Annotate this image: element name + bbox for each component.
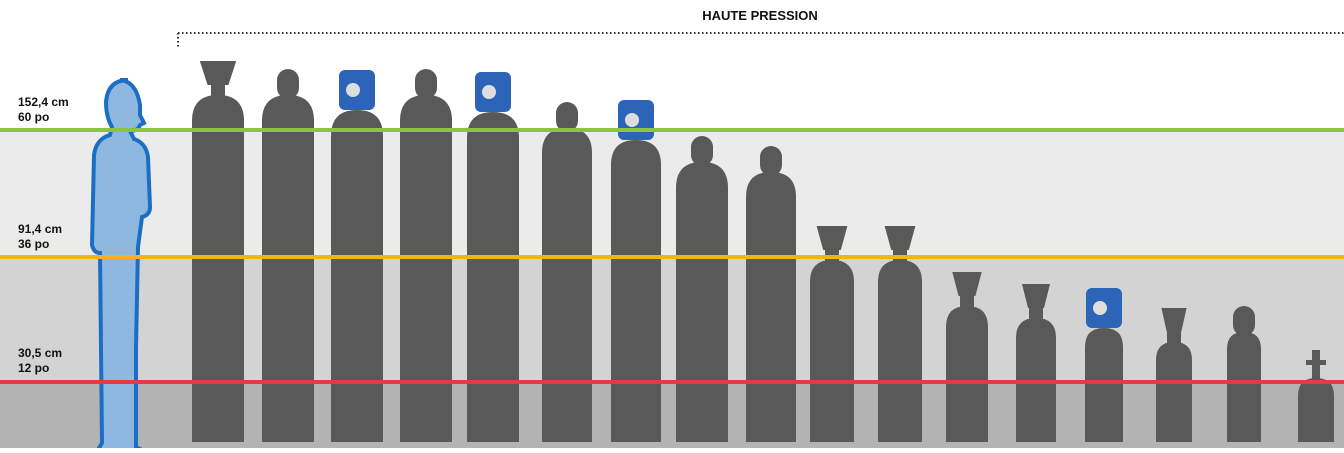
- valve-guard: [200, 61, 236, 85]
- section-title: HAUTE PRESSION: [702, 8, 818, 23]
- cylinder-neck: [556, 102, 578, 132]
- cap-gauge: [482, 85, 496, 99]
- cylinder-neck: [277, 69, 299, 99]
- cylinder-body: [676, 162, 728, 442]
- cylinder-neck: [760, 146, 782, 176]
- level-imperial: 60 po: [18, 110, 49, 124]
- cylinder-neck: [415, 69, 437, 99]
- cylinder-body: [262, 95, 314, 442]
- cylinder-body: [746, 172, 796, 442]
- cap-gauge: [625, 113, 639, 127]
- cylinder-body: [400, 95, 452, 442]
- cap-gauge: [1093, 301, 1107, 315]
- page: HAUTE PRESSION 152,4 cm 60 po 91,4 cm 36…: [0, 0, 1344, 448]
- valve-handle: [1306, 360, 1326, 365]
- level-imperial: 36 po: [18, 237, 49, 251]
- cylinder-body: [331, 110, 383, 442]
- cylinder-body: [1156, 342, 1192, 442]
- cylinder-body: [1298, 378, 1334, 442]
- level-imperial: 12 po: [18, 361, 49, 375]
- cylinder-body: [810, 260, 854, 442]
- cylinder-body: [1085, 328, 1123, 442]
- cylinder-body: [467, 112, 519, 442]
- level-metric: 152,4 cm: [18, 95, 69, 109]
- cylinder-neck: [691, 136, 713, 166]
- cylinder-body: [1227, 332, 1261, 442]
- cylinder-body: [946, 306, 988, 442]
- cylinder-neck: [1233, 306, 1255, 336]
- cylinder-body: [542, 128, 592, 442]
- cylinder-body: [878, 260, 922, 442]
- level-metric: 91,4 cm: [18, 222, 62, 236]
- cylinder-body: [192, 95, 244, 442]
- level-metric: 30,5 cm: [18, 346, 62, 360]
- cap-gauge: [346, 83, 360, 97]
- height-comparison: HAUTE PRESSION 152,4 cm 60 po 91,4 cm 36…: [0, 0, 1344, 448]
- cylinder-body: [611, 140, 661, 442]
